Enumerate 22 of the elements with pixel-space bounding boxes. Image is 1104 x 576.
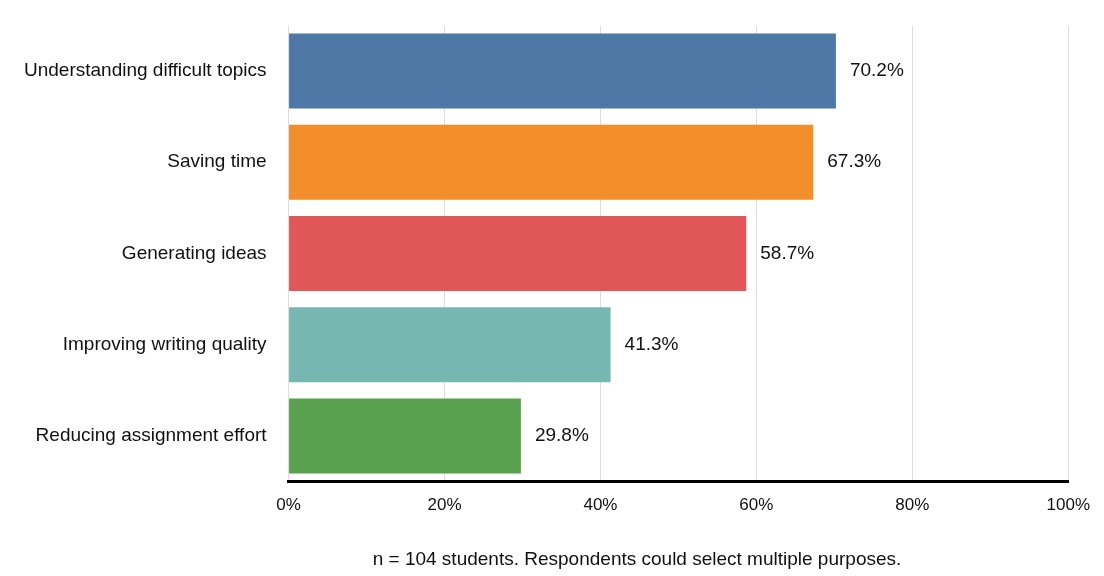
bar [289, 398, 521, 474]
y-tick-label: Reducing assignment effort [35, 424, 268, 446]
bar [289, 124, 814, 200]
text: n = 104 students. Respondents could select multiple purposes. [371, 548, 903, 570]
data-label: 58.7% [760, 241, 815, 263]
data-label: 67.3% [827, 150, 882, 172]
bar [289, 307, 611, 383]
x-tick-label: 20% [427, 495, 462, 515]
data-label: 70.2% [849, 59, 904, 81]
x-tick-label: 100% [1046, 495, 1090, 515]
y-tick-label: Understanding difficult topics [23, 59, 267, 81]
x-tick-label: 60% [739, 495, 774, 515]
bar [289, 33, 836, 109]
x-tick-label: 80% [895, 495, 930, 515]
y-tick-label: Generating ideas [121, 241, 267, 263]
x-tick-label: 0% [276, 495, 301, 515]
y-tick-label: Improving writing quality [62, 332, 268, 354]
data-label: 29.8% [534, 424, 589, 446]
y-tick-label: Saving time [167, 150, 267, 172]
data-label: 41.3% [624, 332, 679, 354]
x-tick-label: 40% [583, 495, 618, 515]
bar [289, 216, 747, 291]
